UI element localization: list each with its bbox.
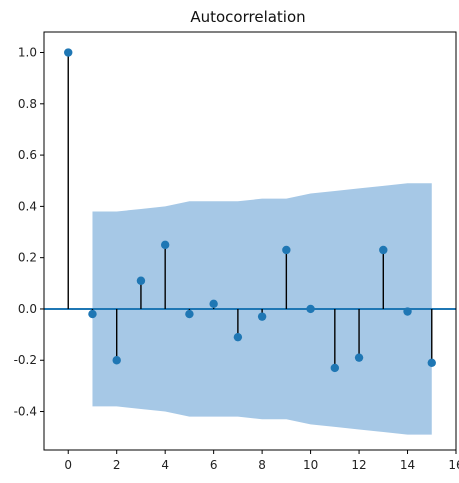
data-point <box>428 359 436 367</box>
x-tick-label: 4 <box>161 458 169 472</box>
data-point <box>282 246 290 254</box>
y-tick-label: 0.2 <box>18 251 37 265</box>
plot-area <box>44 48 456 434</box>
data-point <box>185 310 193 318</box>
x-tick-label: 8 <box>258 458 266 472</box>
y-tick-label: 0.8 <box>18 97 37 111</box>
y-tick-label: -0.2 <box>14 353 37 367</box>
data-point <box>113 356 121 364</box>
y-tick-label: -0.4 <box>14 405 37 419</box>
x-tick-label: 2 <box>113 458 121 472</box>
x-tick-label: 6 <box>210 458 218 472</box>
x-tick-label: 10 <box>303 458 318 472</box>
y-tick-label: 1.0 <box>18 46 37 60</box>
data-point <box>161 241 169 249</box>
data-point <box>258 312 266 320</box>
data-point <box>88 310 96 318</box>
y-tick-label: 0.6 <box>18 148 37 162</box>
chart-title: Autocorrelation <box>190 8 305 26</box>
x-tick-label: 12 <box>351 458 366 472</box>
y-tick-label: 0.4 <box>18 199 37 213</box>
data-point <box>403 307 411 315</box>
y-tick-label: 0.0 <box>18 302 37 316</box>
data-point <box>209 300 217 308</box>
x-tick-label: 14 <box>400 458 415 472</box>
data-point <box>234 333 242 341</box>
data-point <box>379 246 387 254</box>
x-tick-label: 16 <box>448 458 459 472</box>
data-point <box>306 305 314 313</box>
data-point <box>137 277 145 285</box>
data-point <box>64 48 72 56</box>
data-point <box>331 364 339 372</box>
data-point <box>355 353 363 361</box>
x-tick-label: 0 <box>64 458 72 472</box>
